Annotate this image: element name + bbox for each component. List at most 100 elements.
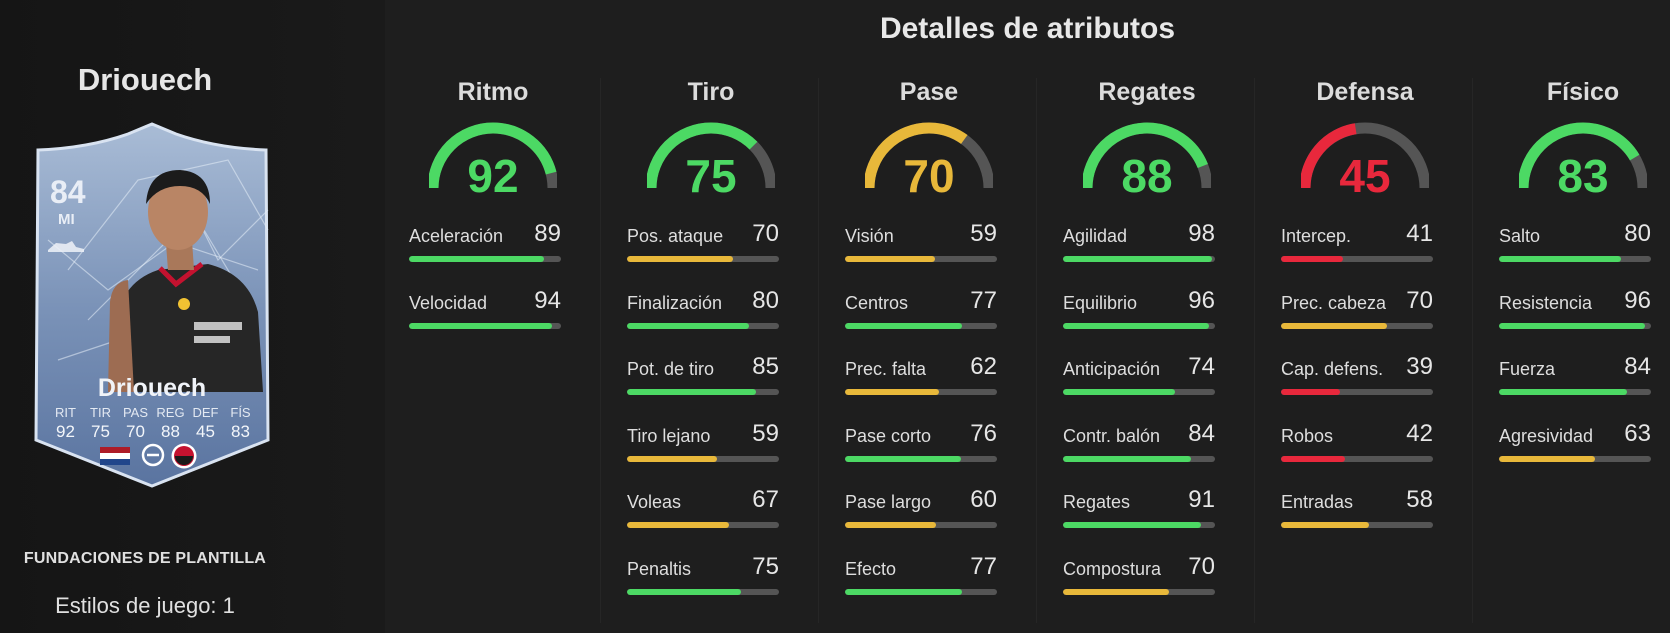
attribute-label: Robos — [1281, 425, 1334, 446]
attribute-bar — [1499, 322, 1651, 329]
attribute-label: Resistencia — [1499, 292, 1593, 313]
attribute-label: Anticipación — [1063, 359, 1161, 379]
card-stat-label: REG — [156, 405, 185, 420]
attribute-bar-fill — [1499, 455, 1595, 462]
attribute-row: Salto 80 — [1499, 218, 1651, 268]
category-title: Pase — [899, 78, 959, 106]
attribute-label: Finalización — [627, 292, 723, 313]
attribute-row: Entradas 58 — [1281, 484, 1433, 534]
card-stat-value: 70 — [126, 422, 145, 441]
attribute-row: Efecto 77 — [845, 551, 997, 601]
attribute-row: Anticipación 74 — [1063, 351, 1215, 401]
attribute-bar — [627, 322, 779, 329]
attribute-bar-fill — [1281, 322, 1388, 329]
attribute-row: Robos 42 — [1281, 418, 1433, 468]
card-position: MI — [58, 211, 75, 228]
attribute-value: 74 — [1188, 353, 1215, 380]
player-photo — [108, 170, 263, 392]
attribute-bar — [1281, 455, 1433, 462]
attribute-label: Aceleración — [409, 226, 504, 246]
attribute-row: Visión 59 — [845, 218, 997, 268]
gauge-arc — [429, 122, 557, 189]
attribute-value: 59 — [970, 220, 997, 247]
category-gauge: 75 — [611, 122, 811, 210]
attribute-bar — [1499, 256, 1651, 262]
attribute-value: 77 — [970, 552, 997, 580]
attribute-bar — [627, 389, 779, 395]
attribute-bar-fill — [1281, 522, 1370, 528]
attribute-bar — [1063, 389, 1215, 395]
attribute-bar — [845, 389, 997, 395]
gauge-arc — [647, 122, 775, 189]
attribute-label: Pos. ataque — [627, 226, 724, 246]
card-stat-value: 45 — [196, 422, 215, 441]
attribute-label: Compostura — [1063, 558, 1162, 579]
attribute-row: Prec. falta 62 — [845, 351, 997, 401]
category-title: Ritmo — [457, 78, 529, 106]
card-stat-label: PAS — [122, 405, 149, 420]
attribute-row: Contr. balón 84 — [1063, 418, 1215, 468]
attribute-value: 39 — [1406, 353, 1433, 380]
attribute-bar-fill — [1281, 389, 1341, 395]
attribute-bar-fill — [409, 322, 552, 329]
attribute-bar-fill — [1499, 389, 1627, 395]
attribute-label: Centros — [845, 292, 909, 313]
attribute-bar — [1281, 256, 1433, 262]
category-title: Tiro — [687, 78, 735, 106]
gauge-arc — [1083, 122, 1211, 189]
attribute-bar — [1499, 455, 1651, 462]
attribute-bar-fill — [1063, 256, 1212, 262]
attribute-row: Compostura 70 — [1063, 551, 1215, 601]
attribute-value: 84 — [1624, 353, 1651, 380]
attribute-label: Regates — [1063, 492, 1131, 512]
attribute-label: Intercep. — [1281, 226, 1352, 246]
attribute-value: 80 — [1624, 220, 1651, 247]
attribute-label: Pot. de tiro — [627, 359, 715, 379]
player-card[interactable]: 84 MI Driouech RIT TIR PAS REG DEF — [28, 120, 276, 490]
attribute-value: 96 — [1624, 286, 1651, 314]
attribute-value: 89 — [534, 220, 561, 247]
attribute-bar — [1281, 322, 1433, 329]
attribute-bar — [1281, 522, 1433, 528]
attribute-bar — [627, 522, 779, 528]
attribute-bar-fill — [1281, 256, 1344, 262]
attribute-row: Agresividad 63 — [1499, 418, 1651, 468]
attribute-bar-fill — [845, 322, 963, 329]
attribute-row: Agilidad 98 — [1063, 218, 1215, 268]
attribute-label: Visión — [845, 226, 894, 246]
attribute-label: Cap. defens. — [1281, 359, 1384, 379]
attribute-row: Fuerza 84 — [1499, 351, 1651, 401]
attribute-value: 41 — [1406, 220, 1433, 247]
attribute-row: Finalización 80 — [627, 285, 779, 335]
attribute-bar — [1281, 389, 1433, 395]
attributes-title: Detalles de atributos — [879, 12, 1176, 45]
category-gauge: 92 — [393, 122, 593, 210]
category-2: Pase 70 — [829, 78, 1029, 210]
attribute-bar-fill — [1063, 522, 1202, 528]
eredivisie-logo-icon — [141, 443, 165, 467]
attribute-label: Agresividad — [1499, 425, 1594, 446]
attribute-row: Centros 77 — [845, 285, 997, 335]
player-name: Driouech — [77, 62, 213, 97]
column-divider — [818, 78, 819, 623]
card-stat-label: DEF — [192, 405, 219, 420]
attribute-bar-fill — [627, 389, 757, 395]
attribute-value: 70 — [1188, 552, 1215, 580]
category-5: Físico 83 — [1483, 78, 1670, 210]
category-value: 45 — [1339, 150, 1391, 202]
attribute-label: Pase largo — [845, 492, 932, 512]
attribute-bar-fill — [845, 256, 935, 262]
attribute-label: Agilidad — [1063, 226, 1128, 246]
attribute-bar — [1499, 389, 1651, 395]
attribute-bar — [627, 256, 779, 262]
attribute-bar — [845, 522, 997, 528]
attribute-bar-fill — [845, 588, 963, 595]
boot-icon — [48, 241, 84, 252]
attribute-label: Efecto — [845, 558, 897, 579]
attribute-bar — [1063, 588, 1215, 595]
attribute-bar-fill — [409, 256, 545, 262]
category-title: Físico — [1546, 78, 1620, 106]
attribute-row: Pot. de tiro 85 — [627, 351, 779, 401]
attribute-row: Pase corto 76 — [845, 418, 997, 468]
attribute-bar-fill — [627, 522, 729, 528]
